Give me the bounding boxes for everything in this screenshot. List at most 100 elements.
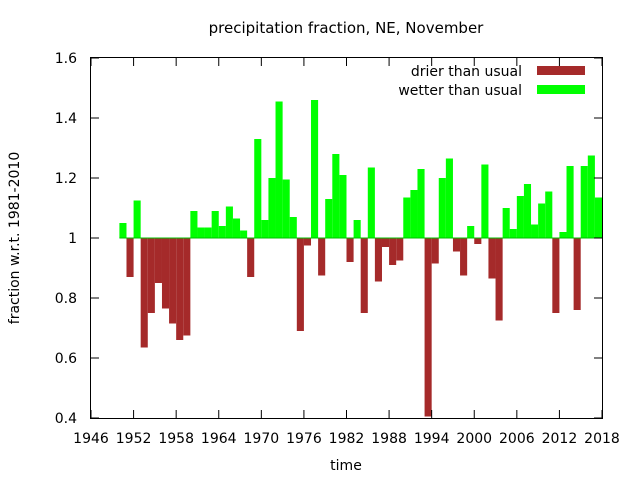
bar-1992 xyxy=(417,169,425,238)
bar-1977 xyxy=(311,100,319,238)
x-tick-label: 1982 xyxy=(329,431,365,447)
x-tick-label: 1994 xyxy=(414,431,450,447)
bar-1998 xyxy=(460,238,468,276)
bar-1963 xyxy=(211,211,219,238)
y-axis-label: fraction w.r.t. 1981-2010 xyxy=(7,152,23,324)
bar-2007 xyxy=(523,184,532,238)
bar-1962 xyxy=(204,227,212,238)
bar-2016 xyxy=(587,155,595,238)
bar-1994 xyxy=(431,238,439,264)
y-axis-ticks: 0.4 0.6 0.8 1 1.2 1.4 1.6 xyxy=(55,51,602,427)
bar-2005 xyxy=(509,229,517,238)
bar-1979 xyxy=(325,199,333,238)
bar-2009 xyxy=(538,203,546,238)
legend: drier than usual wetter than usual xyxy=(398,64,585,99)
legend-swatch-wetter xyxy=(537,85,585,94)
bar-1969 xyxy=(254,139,262,238)
bar-2002 xyxy=(488,238,496,279)
bar-2011 xyxy=(552,238,560,313)
bar-2006 xyxy=(516,196,524,238)
bar-1976 xyxy=(303,238,312,246)
bar-1997 xyxy=(452,238,461,252)
bar-2013 xyxy=(566,166,574,238)
bar-1956 xyxy=(161,238,170,309)
x-tick-label: 2018 xyxy=(584,431,620,447)
bar-1978 xyxy=(318,238,326,276)
y-tick-label: 0.4 xyxy=(55,411,77,427)
x-tick-label: 1958 xyxy=(158,431,194,447)
chart-title: precipitation fraction, NE, November xyxy=(209,19,485,37)
x-tick-label: 2006 xyxy=(499,431,535,447)
y-tick-label: 1.2 xyxy=(55,171,77,187)
bar-1959 xyxy=(183,238,191,336)
bar-1971 xyxy=(268,178,276,238)
bar-1993 xyxy=(424,238,432,417)
bar-1954 xyxy=(147,238,155,313)
y-tick-label: 0.6 xyxy=(55,351,77,367)
bar-1950 xyxy=(119,223,127,238)
y-tick-label: 0.8 xyxy=(55,291,77,307)
bar-2012 xyxy=(559,232,567,238)
bars-group xyxy=(119,100,602,417)
bar-1990 xyxy=(403,197,411,238)
bar-1967 xyxy=(240,230,248,238)
bar-1953 xyxy=(140,238,148,348)
x-tick-label: 1964 xyxy=(201,431,237,447)
bar-2017 xyxy=(594,197,602,238)
bar-2003 xyxy=(495,238,503,321)
x-tick-label: 2000 xyxy=(456,431,492,447)
bar-1968 xyxy=(247,238,255,277)
x-tick-label: 1976 xyxy=(286,431,322,447)
bar-2015 xyxy=(580,166,588,238)
y-tick-label: 1.4 xyxy=(55,111,77,127)
legend-swatch-drier xyxy=(537,66,585,75)
bar-2008 xyxy=(531,224,539,238)
bar-1957 xyxy=(169,238,177,324)
bar-1970 xyxy=(261,220,269,238)
x-tick-label: 2012 xyxy=(542,431,578,447)
x-axis-ticks: 1946 1952 1958 1964 1970 1976 1982 1988 1994 2000… xyxy=(73,58,620,447)
y-tick-label: 1 xyxy=(68,231,77,247)
bar-1985 xyxy=(367,167,375,238)
bar-1961 xyxy=(197,227,205,238)
bar-1984 xyxy=(360,238,368,313)
bar-1951 xyxy=(126,238,134,277)
bar-1980 xyxy=(332,154,340,238)
bar-1955 xyxy=(154,238,162,283)
plot-frame xyxy=(90,57,603,419)
bar-1988 xyxy=(389,238,397,265)
bar-2000 xyxy=(474,238,482,244)
bar-2001 xyxy=(481,164,489,238)
bar-1987 xyxy=(381,238,390,247)
x-tick-label: 1988 xyxy=(371,431,407,447)
legend-label-wetter: wetter than usual xyxy=(398,83,522,99)
bar-1982 xyxy=(346,238,354,262)
bar-1989 xyxy=(396,238,404,261)
bar-1966 xyxy=(232,218,241,238)
legend-label-drier: drier than usual xyxy=(411,64,522,80)
bar-1972 xyxy=(275,101,283,238)
bar-1964 xyxy=(218,226,226,238)
bar-1974 xyxy=(289,217,297,238)
x-tick-label: 1946 xyxy=(73,431,109,447)
bar-2014 xyxy=(573,238,581,310)
bar-1973 xyxy=(282,179,290,238)
bar-1996 xyxy=(445,158,453,238)
bar-1975 xyxy=(296,238,304,331)
bar-1958 xyxy=(176,238,184,340)
bar-1960 xyxy=(190,211,198,238)
bar-1995 xyxy=(438,178,446,238)
bar-1986 xyxy=(374,238,382,282)
bar-2010 xyxy=(545,191,553,238)
bar-1983 xyxy=(353,220,361,238)
x-tick-label: 1970 xyxy=(244,431,280,447)
bar-1952 xyxy=(133,200,141,238)
bar-1965 xyxy=(225,206,233,238)
bar-1981 xyxy=(339,175,347,238)
bar-1999 xyxy=(467,226,475,238)
bar-2004 xyxy=(502,208,510,238)
y-tick-label: 1.6 xyxy=(55,51,77,67)
bar-1991 xyxy=(410,190,418,238)
x-axis-label: time xyxy=(330,458,362,474)
